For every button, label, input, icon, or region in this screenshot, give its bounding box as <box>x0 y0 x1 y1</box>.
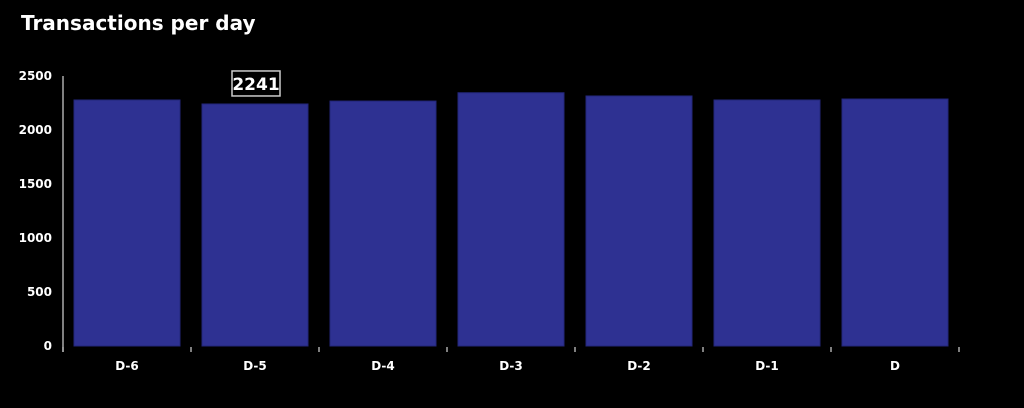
x-tick-label: D-1 <box>755 359 779 373</box>
x-tick-label: D-3 <box>499 359 523 373</box>
bar-d-5 <box>201 103 309 347</box>
bar-d-3 <box>457 92 565 347</box>
data-label-box <box>231 70 281 97</box>
chart-title: Transactions per day <box>21 11 256 35</box>
y-tick-label: 2000 <box>19 123 52 137</box>
y-tick-label: 500 <box>27 285 52 299</box>
y-tick-label: 1000 <box>19 231 52 245</box>
x-tick-label: D-6 <box>115 359 139 373</box>
bar-d-4 <box>329 100 437 347</box>
x-tick-label: D-5 <box>243 359 267 373</box>
data-label: 2241 <box>232 75 279 95</box>
bar-d-2 <box>585 95 693 347</box>
y-tick-label: 2500 <box>19 69 52 83</box>
bar-d-6 <box>73 99 181 347</box>
y-tick-label: 1500 <box>19 177 52 191</box>
x-tick-label: D <box>890 359 900 373</box>
x-tick-label: D-2 <box>627 359 651 373</box>
bar-d-1 <box>713 99 821 347</box>
bar-d <box>841 98 949 347</box>
x-tick-label: D-4 <box>371 359 395 373</box>
y-tick-label: 0 <box>44 339 52 353</box>
